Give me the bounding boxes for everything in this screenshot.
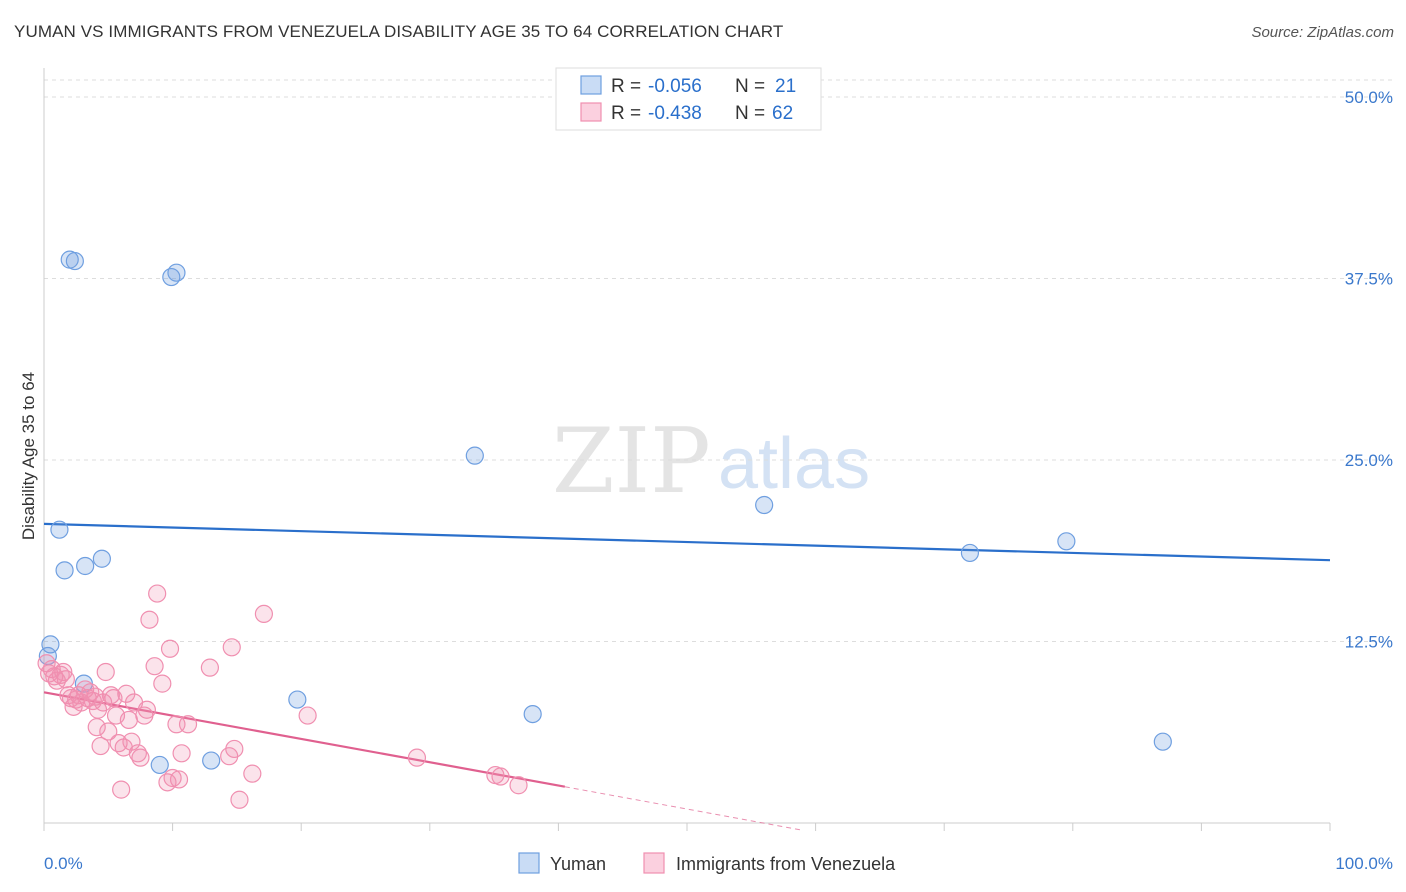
- y-tick-label: 25.0%: [1345, 451, 1393, 470]
- point-venezuela: [153, 674, 172, 693]
- stats-r-label-venezuela: R =: [611, 103, 641, 124]
- legend-swatch-yuman: [518, 852, 540, 874]
- point-venezuela: [101, 686, 120, 705]
- point-yuman: [960, 543, 980, 563]
- trend-line-0: [43, 522, 1331, 562]
- point-venezuela: [491, 767, 510, 786]
- legend-label-venezuela: Immigrants from Venezuela: [676, 854, 896, 874]
- point-venezuela: [145, 657, 164, 676]
- point-venezuela: [243, 764, 262, 783]
- source-label: Source: ZipAtlas.com: [1251, 24, 1394, 41]
- point-venezuela: [172, 744, 191, 763]
- point-venezuela: [407, 748, 427, 767]
- trend-line-1: [43, 691, 566, 788]
- watermark-zip: ZIP: [552, 409, 711, 514]
- point-venezuela: [140, 610, 159, 629]
- point-venezuela: [169, 770, 189, 789]
- tick-labels: 12.5% 25.0% 37.5% 50.0% 0.0% 100.0%: [44, 88, 1393, 873]
- stats-r-value-yuman: -0.056: [648, 76, 702, 97]
- point-yuman: [65, 251, 84, 271]
- point-venezuela: [230, 790, 249, 809]
- y-tick-label: 12.5%: [1345, 633, 1393, 652]
- point-yuman: [523, 704, 542, 724]
- point-venezuela: [137, 700, 156, 719]
- point-yuman: [55, 561, 74, 580]
- point-yuman: [288, 690, 307, 709]
- y-tick-label: 50.0%: [1345, 88, 1393, 107]
- point-venezuela: [222, 638, 241, 657]
- legend-swatch-venezuela: [643, 852, 665, 874]
- point-venezuela: [99, 722, 118, 741]
- trend-line-extension-1: [564, 786, 803, 831]
- point-venezuela: [96, 662, 115, 682]
- stats-r-value-venezuela: -0.438: [648, 103, 702, 124]
- point-venezuela: [163, 768, 182, 788]
- point-venezuela: [298, 706, 317, 725]
- point-yuman: [50, 520, 69, 539]
- data-points: [37, 109, 1172, 809]
- point-venezuela: [112, 780, 131, 799]
- x-tick-label: 100.0%: [1335, 854, 1393, 873]
- point-venezuela: [254, 604, 274, 624]
- point-yuman: [202, 751, 221, 770]
- point-yuman: [465, 446, 484, 465]
- point-venezuela: [122, 732, 141, 751]
- point-yuman: [1153, 732, 1172, 751]
- stats-r-label-yuman: R =: [611, 76, 641, 97]
- legend-label-yuman: Yuman: [550, 854, 606, 874]
- point-venezuela: [148, 584, 167, 603]
- series-legend: Yuman Immigrants from Venezuela: [518, 852, 896, 874]
- point-venezuela: [54, 662, 73, 682]
- point-yuman: [92, 549, 111, 568]
- chart-title: YUMAN VS IMMIGRANTS FROM VENEZUELA DISAB…: [14, 22, 784, 41]
- stats-swatch-yuman: [580, 75, 602, 95]
- point-venezuela: [56, 670, 75, 689]
- y-tick-label: 37.5%: [1345, 270, 1393, 289]
- point-venezuela: [42, 659, 61, 679]
- point-yuman: [755, 495, 774, 515]
- trend-lines: [43, 522, 1331, 831]
- point-venezuela: [119, 710, 138, 730]
- point-venezuela: [200, 658, 219, 677]
- point-venezuela: [94, 693, 113, 712]
- point-venezuela: [131, 748, 150, 767]
- watermark-atlas: atlas: [718, 424, 870, 504]
- point-venezuela: [178, 715, 198, 734]
- stats-n-label-yuman: N =: [735, 76, 765, 97]
- y-axis-label: Disability Age 35 to 64: [19, 372, 38, 540]
- axes: [43, 68, 1331, 831]
- point-venezuela: [509, 776, 528, 795]
- stats-legend: R = -0.056 N = 21 R = -0.438 N = 62: [555, 67, 822, 131]
- stats-n-value-venezuela: 62: [772, 103, 793, 124]
- x-tick-label: 0.0%: [44, 854, 83, 873]
- point-yuman: [76, 556, 95, 576]
- stats-n-label-venezuela: N =: [735, 103, 765, 124]
- point-yuman: [1057, 532, 1076, 551]
- point-yuman: [167, 263, 186, 282]
- point-venezuela: [225, 739, 244, 759]
- stats-swatch-venezuela: [580, 102, 602, 122]
- point-venezuela: [160, 639, 180, 658]
- point-yuman: [41, 635, 60, 654]
- point-venezuela: [91, 736, 110, 756]
- stats-n-value-yuman: 21: [775, 76, 796, 97]
- point-yuman: [150, 755, 169, 775]
